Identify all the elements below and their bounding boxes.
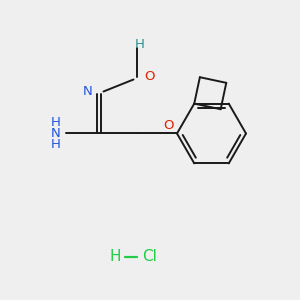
Text: O: O [163,118,173,132]
Text: H: H [51,138,60,152]
Text: N: N [83,85,93,98]
Text: N: N [51,127,60,140]
Text: H: H [135,38,144,52]
Text: Cl: Cl [142,249,158,264]
Text: O: O [144,70,154,83]
Text: H: H [51,116,60,129]
Text: H: H [110,249,121,264]
